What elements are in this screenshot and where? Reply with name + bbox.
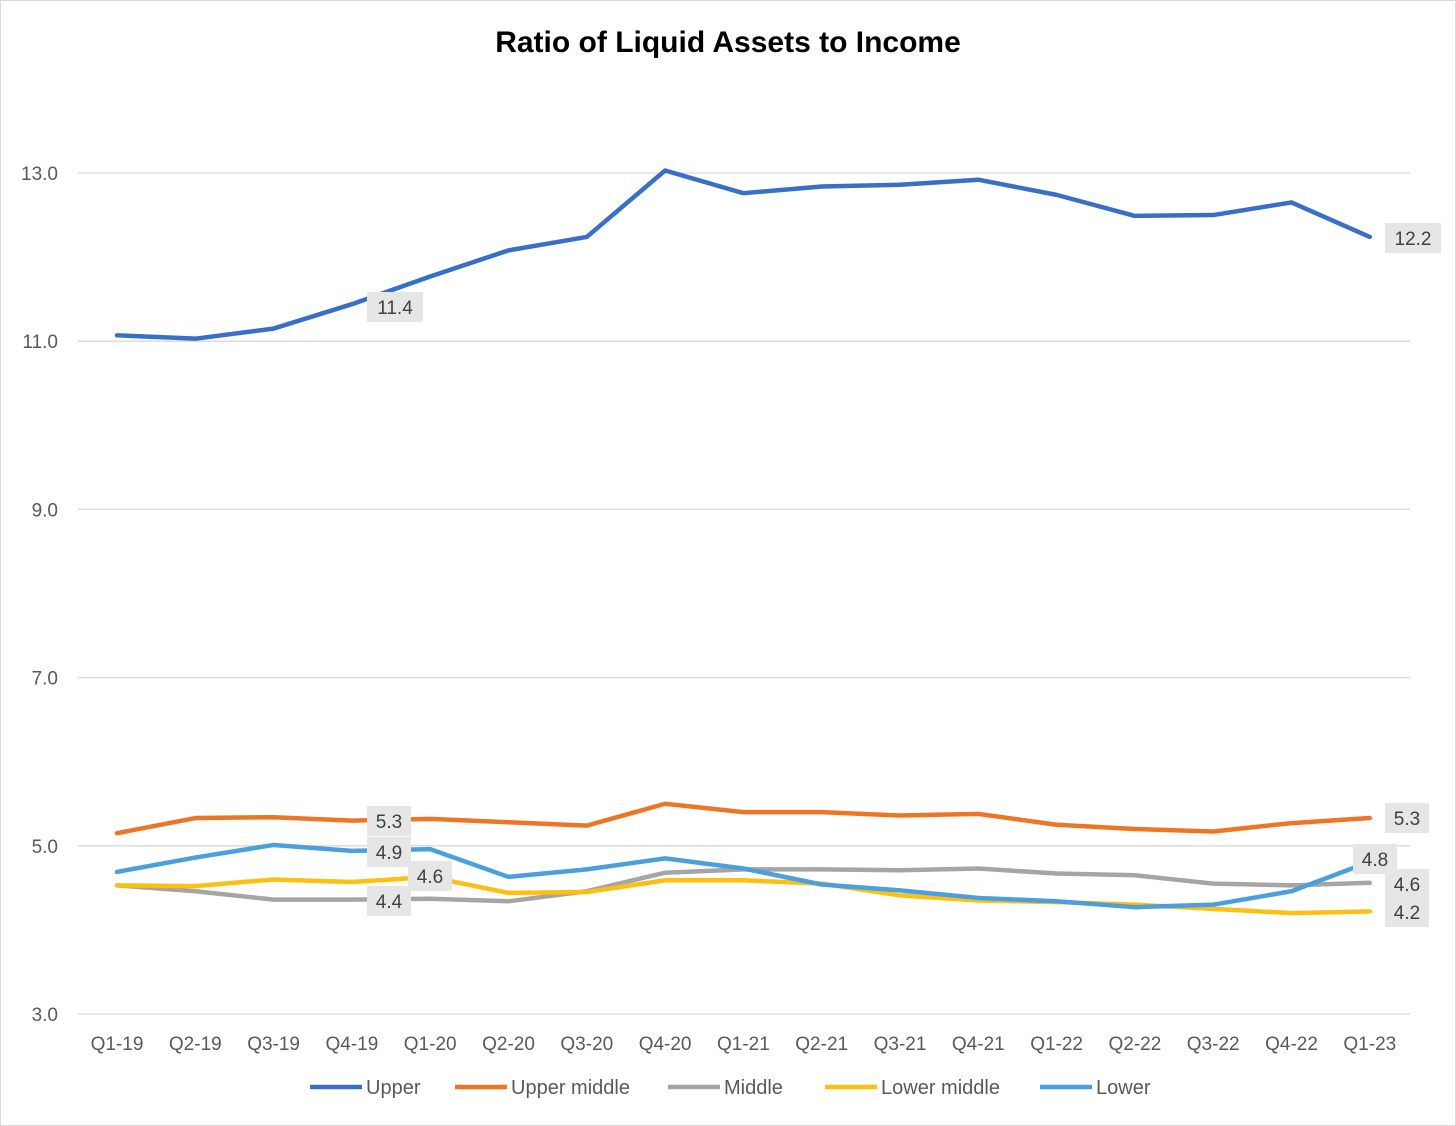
x-tick-label: Q1-19 — [91, 1034, 144, 1055]
data-label-box — [1385, 803, 1429, 833]
gridlines — [78, 172, 1410, 1015]
x-tick-label: Q3-21 — [874, 1034, 927, 1055]
data-label-box — [1353, 844, 1397, 874]
x-tick-label: Q2-22 — [1108, 1034, 1161, 1055]
data-label-box — [367, 886, 411, 916]
x-tick-label: Q1-20 — [404, 1034, 457, 1055]
data-label-box — [408, 861, 452, 891]
data-label: 4.6 — [417, 867, 443, 888]
x-tick-label: Q4-20 — [639, 1034, 692, 1055]
data-label: 11.4 — [377, 298, 413, 319]
y-tick-label: 9.0 — [32, 500, 58, 521]
x-tick-label: Q2-20 — [482, 1034, 535, 1055]
data-label-box — [1385, 223, 1441, 253]
data-label: 4.2 — [1394, 903, 1420, 924]
data-label-box — [1385, 897, 1429, 927]
chart-title: Ratio of Liquid Assets to Income — [495, 26, 961, 59]
data-label: 5.3 — [1394, 809, 1420, 830]
y-tick-label: 11.0 — [22, 332, 58, 353]
legend-entry: Lower middle — [881, 1077, 1000, 1099]
data-label: 12.2 — [1395, 229, 1432, 250]
legend-entry: Upper middle — [511, 1077, 630, 1099]
x-tick-label: Q4-19 — [325, 1034, 378, 1055]
series-line-upper-middle — [114, 801, 1373, 836]
x-tick-label: Q3-19 — [247, 1034, 300, 1055]
x-tick-label: Q1-23 — [1343, 1034, 1396, 1055]
x-tick-label: Q1-21 — [717, 1034, 770, 1055]
x-axis: Q1-19 Q2-19 Q3-19 Q4-19 Q1-20 Q2-20 Q3-20 Q4-20… — [91, 1034, 1397, 1055]
data-label: 4.8 — [1362, 850, 1388, 871]
data-label-box — [367, 806, 411, 836]
y-tick-label: 3.0 — [32, 1005, 58, 1026]
legend-entry: Middle — [724, 1077, 783, 1099]
y-tick-label: 5.0 — [32, 837, 58, 858]
series-line-lower — [114, 842, 1373, 910]
x-tick-label: Q1-22 — [1030, 1034, 1083, 1055]
legend-entry: Upper — [366, 1077, 421, 1099]
y-tick-label: 13.0 — [21, 164, 58, 185]
x-tick-label: Q4-21 — [952, 1034, 1005, 1055]
data-label: 4.6 — [1394, 875, 1420, 896]
y-tick-label: 7.0 — [32, 669, 58, 690]
data-label: 4.9 — [376, 843, 402, 864]
y-axis: 3.0 5.0 7.0 9.0 11.0 13.0 — [21, 164, 58, 1026]
series-lines — [114, 168, 1373, 916]
data-label-box — [367, 292, 423, 322]
data-label: 4.4 — [376, 892, 403, 913]
x-tick-label: Q4-22 — [1265, 1034, 1318, 1055]
x-tick-label: Q2-21 — [795, 1034, 848, 1055]
data-labels: 11.4 12.2 5.3 5.3 4.4 4.6 4.6 4.2 4.9 4.8 — [367, 223, 1441, 927]
x-tick-label: Q2-19 — [169, 1034, 222, 1055]
legend-entry: Lower — [1096, 1077, 1151, 1099]
series-line-upper — [114, 168, 1373, 341]
x-tick-label: Q3-22 — [1187, 1034, 1240, 1055]
legend: Upper Upper middle Middle Lower middle Lower — [310, 1077, 1151, 1099]
x-tick-label: Q3-20 — [560, 1034, 613, 1055]
data-label: 5.3 — [376, 812, 402, 833]
data-label-box — [367, 837, 411, 867]
series-line-middle — [114, 866, 1373, 904]
